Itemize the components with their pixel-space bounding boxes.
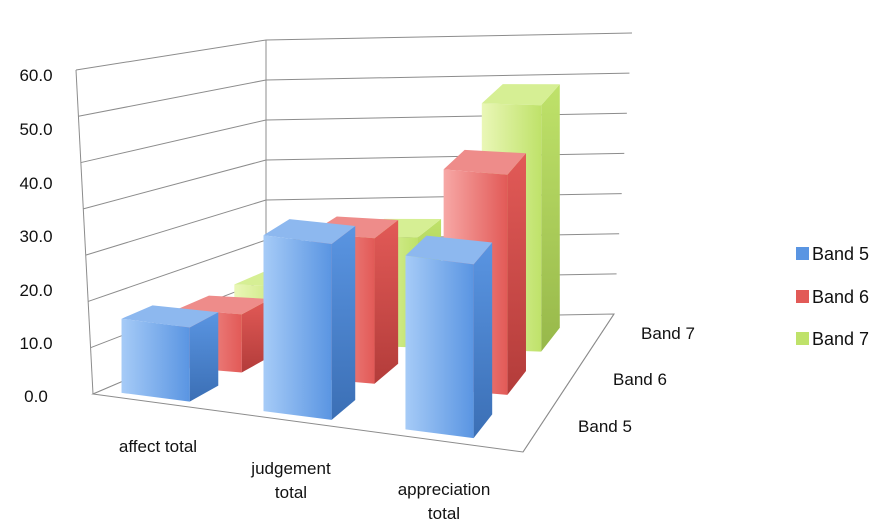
- bar-top-face: [481, 84, 560, 106]
- back-gridline: [265, 152, 625, 161]
- y-tick-label: 0.0: [24, 387, 48, 406]
- chart-legend: Band 5 Band 6 Band 7: [796, 244, 869, 349]
- legend-item-band-7: Band 7: [796, 329, 869, 349]
- depth-axis-label: Band 5: [578, 417, 632, 436]
- side-gridline: [83, 159, 267, 210]
- back-gridline: [265, 32, 633, 41]
- side-gridline: [78, 79, 267, 117]
- depth-axis-label: Band 6: [613, 370, 667, 389]
- legend-label: Band 7: [812, 329, 869, 349]
- bar-top-face: [443, 149, 526, 175]
- bar-band-5-1: [263, 219, 356, 420]
- legend-item-band-6: Band 6: [796, 287, 869, 307]
- bar-side-face: [541, 84, 560, 352]
- bar-band-5-2: [405, 235, 493, 439]
- x-category-label: appreciation total: [398, 480, 491, 523]
- left-wall-edge: [75, 69, 94, 395]
- y-tick-label: 20.0: [19, 281, 52, 300]
- x-category-label: affect total: [119, 437, 197, 456]
- bar-side-face: [507, 153, 526, 395]
- legend-item-band-5: Band 5: [796, 244, 869, 264]
- y-tick-label: 50.0: [19, 120, 52, 139]
- y-tick-label: 10.0: [19, 334, 52, 353]
- bar-front-face: [405, 255, 474, 439]
- bar-front-face: [263, 235, 332, 420]
- side-gridline: [85, 199, 267, 256]
- depth-axis-label: Band 7: [641, 324, 695, 343]
- bar-band-5-0: [121, 305, 219, 402]
- bar-front-face: [121, 318, 190, 402]
- legend-swatch: [796, 247, 809, 260]
- bar-top-face: [263, 219, 356, 245]
- bar-side-face: [374, 220, 399, 384]
- y-tick-label: 30.0: [19, 227, 52, 246]
- back-gridline: [265, 112, 627, 121]
- x-category-label: judgement total: [250, 459, 331, 502]
- back-gridline: [265, 72, 630, 81]
- bar-side-face: [331, 226, 356, 420]
- side-gridline: [80, 119, 267, 164]
- chart-bars: [121, 84, 560, 439]
- y-tick-label: 40.0: [19, 174, 52, 193]
- legend-label: Band 5: [812, 244, 869, 264]
- y-tick-label: 60.0: [19, 66, 52, 85]
- bar-side-face: [241, 299, 271, 373]
- side-gridline: [87, 239, 267, 302]
- bar-top-face: [121, 305, 219, 328]
- legend-swatch: [796, 332, 809, 345]
- bar-side-face: [473, 242, 493, 439]
- bar-top-face: [405, 235, 493, 265]
- side-gridline: [75, 39, 267, 71]
- bar-side-face: [189, 312, 219, 402]
- legend-label: Band 6: [812, 287, 869, 307]
- bar-top-face: [177, 295, 271, 315]
- chart-labels: 0.0 10.0 20.0 30.0 40.0 50.0 60.0 affect total j…: [19, 66, 694, 523]
- legend-swatch: [796, 290, 809, 303]
- floor-right-edge: [522, 313, 615, 453]
